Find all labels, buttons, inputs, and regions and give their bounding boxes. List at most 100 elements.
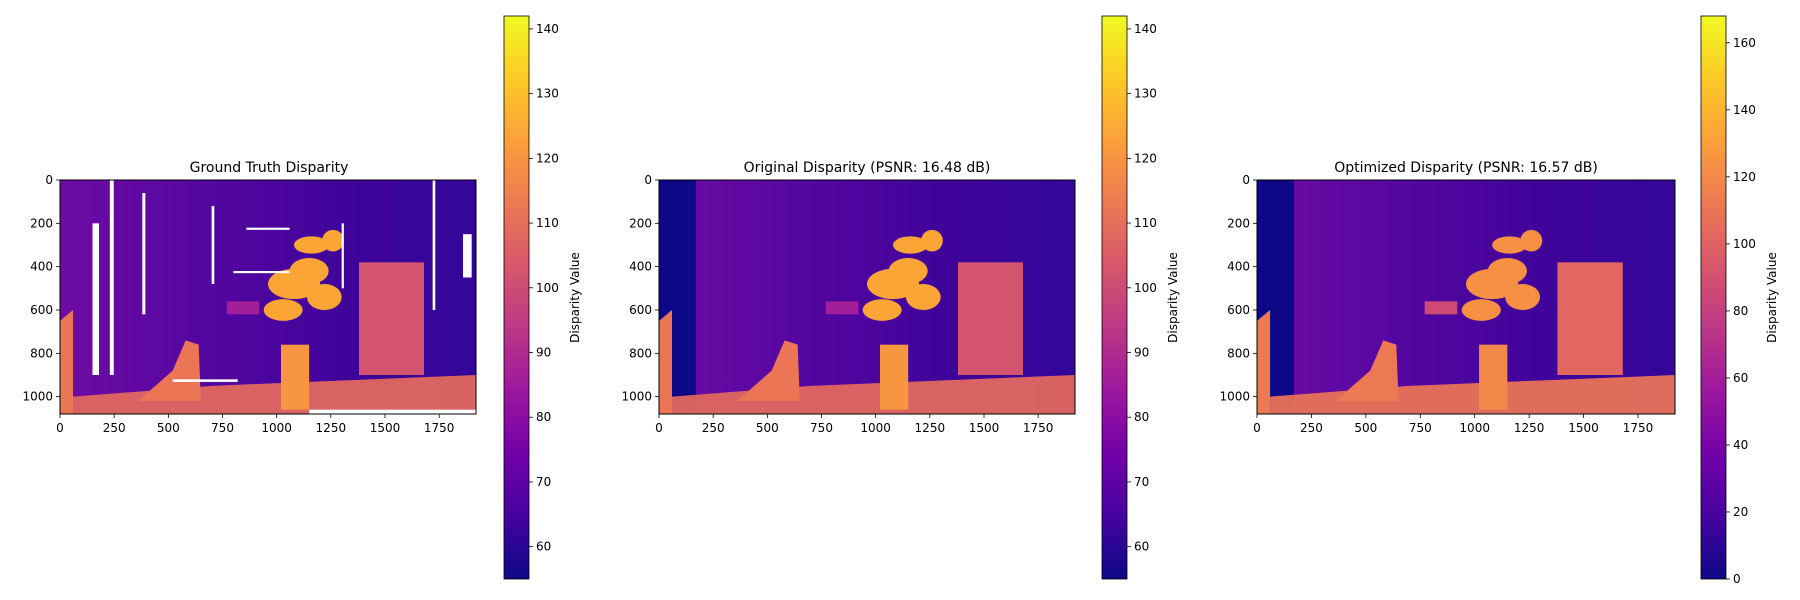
colorbar-tick-label: 120 — [536, 151, 559, 165]
x-tick-label: 250 — [103, 421, 126, 435]
flower — [322, 229, 344, 252]
colorbar-tick-label: 60 — [1134, 540, 1149, 554]
x-axis: 0 250 500 750 1000 1250 1500 1750 — [1253, 414, 1653, 435]
missing-region — [309, 409, 476, 414]
missing-region — [92, 223, 99, 375]
x-tick-label: 500 — [1354, 421, 1377, 435]
colorbar-tick-label: 140 — [1134, 22, 1157, 36]
x-tick-label: 250 — [702, 421, 725, 435]
x-tick-label: 1500 — [969, 421, 1000, 435]
panel-optimized: Optimized Disparity (PSNR: 16.57 dB) 0 25… — [1219, 15, 1779, 586]
colorbar-tick-label: 90 — [1134, 346, 1149, 360]
flower — [893, 236, 928, 254]
colorbar-tick-label: 130 — [1134, 87, 1157, 101]
disparity-image — [59, 179, 477, 415]
colorbar-tick-label: 90 — [536, 346, 551, 360]
missing-region — [246, 227, 290, 230]
panel-title: Optimized Disparity (PSNR: 16.57 dB) — [1334, 160, 1598, 176]
colorbar-tick-label: 100 — [1733, 237, 1756, 251]
box — [359, 262, 424, 375]
colorbar-gradient — [1700, 15, 1727, 580]
y-tick-label: 200 — [1227, 216, 1250, 230]
x-tick-label: 500 — [157, 421, 180, 435]
left-wall — [60, 310, 73, 414]
panel-ground-truth: Ground Truth Disparity 0 250 500 750 1000 125… — [22, 15, 582, 580]
y-tick-label: 600 — [629, 303, 652, 317]
chair-seat — [825, 301, 859, 315]
colorbar: 0 20 40 60 80 100 120 140 160 — [1700, 15, 1756, 586]
y-tick-label: 0 — [1242, 173, 1250, 187]
y-tick-label: 400 — [629, 260, 652, 274]
x-tick-label: 250 — [1300, 421, 1323, 435]
x-tick-label: 750 — [810, 421, 833, 435]
y-tick-label: 600 — [1227, 303, 1250, 317]
missing-region — [109, 180, 114, 375]
chair-seat — [1424, 301, 1458, 315]
y-tick-label: 1000 — [1219, 390, 1250, 404]
colorbar-tick-label: 80 — [1733, 304, 1748, 318]
y-tick-label: 400 — [30, 260, 53, 274]
x-tick-label: 1000 — [261, 421, 292, 435]
disparity-image — [658, 179, 1076, 415]
colorbar: 60 70 80 90 100 110 120 130 140 — [503, 15, 559, 580]
disparity-image — [1256, 179, 1676, 415]
panel-title: Ground Truth Disparity — [190, 160, 349, 176]
colorbar-tick-label: 0 — [1733, 572, 1741, 586]
x-tick-label: 1750 — [424, 421, 455, 435]
x-tick-label: 0 — [1253, 421, 1261, 435]
flower — [294, 236, 329, 254]
floor — [672, 375, 1075, 414]
colorbar-label: Disparity Value — [1765, 252, 1779, 343]
vase — [281, 344, 310, 410]
y-tick-label: 0 — [45, 173, 53, 187]
axes-frame — [59, 179, 477, 415]
box — [958, 262, 1023, 375]
panel-title: Original Disparity (PSNR: 16.48 dB) — [744, 160, 991, 176]
x-tick-label: 1500 — [370, 421, 401, 435]
axes-frame — [658, 179, 1076, 415]
colorbar-tick-label: 120 — [1134, 151, 1157, 165]
y-axis: 0 200 400 600 800 1000 — [22, 173, 60, 404]
cat — [1335, 340, 1399, 401]
cat — [737, 340, 800, 401]
y-tick-label: 600 — [30, 303, 53, 317]
flower — [1505, 284, 1541, 310]
colorbar-tick-label: 70 — [536, 475, 551, 489]
left-wall — [1257, 310, 1271, 414]
flower — [1492, 236, 1527, 254]
colorbar-tick-label: 160 — [1733, 36, 1756, 50]
panel-original: Original Disparity (PSNR: 16.48 dB) 0 250… — [621, 15, 1180, 580]
left-wall — [659, 310, 672, 414]
cat — [138, 340, 201, 401]
x-tick-label: 0 — [56, 421, 64, 435]
x-tick-label: 750 — [1409, 421, 1432, 435]
vase — [880, 344, 909, 410]
flower — [1461, 299, 1501, 321]
colorbar-tick-label: 140 — [1733, 103, 1756, 117]
flower — [906, 284, 941, 310]
x-axis: 0 250 500 750 1000 1250 1500 1750 — [655, 414, 1053, 435]
colorbar-tick-label: 100 — [536, 281, 559, 295]
y-tick-label: 1000 — [22, 390, 53, 404]
vase — [1479, 344, 1508, 410]
y-tick-label: 200 — [629, 216, 652, 230]
colorbar-tick-label: 100 — [1134, 281, 1157, 295]
colorbar-tick-label: 60 — [536, 540, 551, 554]
flower — [888, 258, 928, 284]
floor — [73, 375, 476, 414]
colorbar-tick-label: 70 — [1134, 475, 1149, 489]
colorbar: 60 70 80 90 100 110 120 130 140 — [1101, 15, 1157, 580]
missing-region — [211, 206, 215, 284]
y-tick-label: 0 — [644, 173, 652, 187]
missing-region — [142, 193, 146, 315]
missing-region — [233, 271, 290, 274]
y-tick-label: 800 — [1227, 346, 1250, 360]
colorbar-tick-label: 80 — [1134, 410, 1149, 424]
flower — [1487, 258, 1527, 284]
x-axis: 0 250 500 750 1000 1250 1500 1750 — [56, 414, 454, 435]
y-tick-label: 800 — [629, 346, 652, 360]
x-tick-label: 1250 — [1514, 421, 1545, 435]
missing-region — [432, 180, 436, 310]
chair-seat — [226, 301, 260, 315]
